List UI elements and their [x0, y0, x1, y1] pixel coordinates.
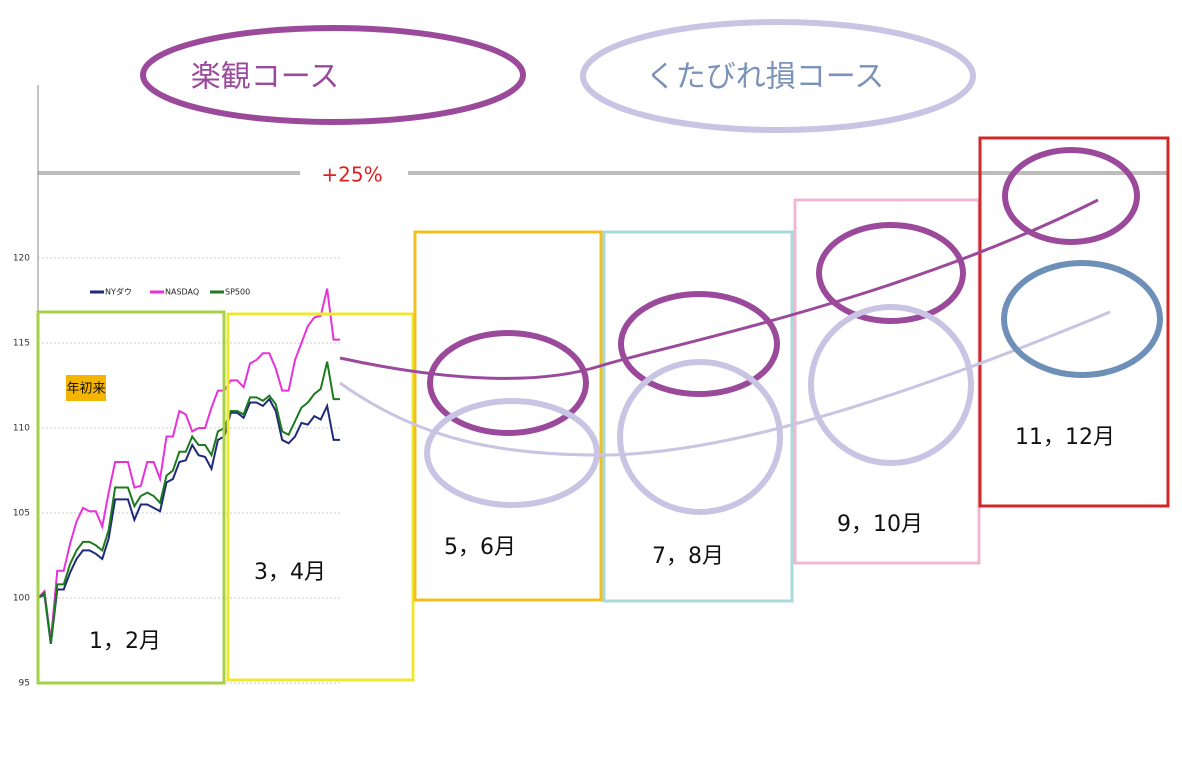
- badge-bg: [66, 375, 106, 401]
- legend-label: NASDAQ: [165, 288, 199, 297]
- period-label: 3，4月: [254, 560, 326, 585]
- period-box: [36, 310, 226, 685]
- course-frame: [580, 19, 976, 133]
- annotations: 年初来 1，2月 3，4月 5，6月 7，8月 9，10月 11，12月: [36, 19, 1170, 685]
- y-tick-label: 120: [13, 254, 30, 264]
- optimistic-circle: [1002, 147, 1140, 245]
- period-label: 5，6月: [444, 535, 516, 560]
- tired-circle: [808, 304, 974, 466]
- y-tick-label: 110: [13, 424, 30, 434]
- period-label: 7，8月: [652, 544, 724, 569]
- target-label: +25%: [321, 163, 382, 187]
- period-label: 11，12月: [1015, 425, 1115, 450]
- y-tick-label: 105: [13, 509, 30, 519]
- optimistic-path: [339, 198, 1099, 380]
- period-box: [978, 136, 1170, 508]
- course-title: 楽観コース: [191, 60, 340, 95]
- series-line: [37, 397, 340, 645]
- period-label: 1，2月: [89, 629, 161, 654]
- course-frame: [140, 25, 526, 125]
- series-line: [37, 288, 340, 641]
- tired-circle: [1001, 260, 1163, 378]
- optimistic-circle: [618, 291, 780, 397]
- course-title: くたびれ損コース: [646, 60, 885, 95]
- series-line: [37, 361, 340, 645]
- badge: 年初来: [66, 382, 105, 397]
- tired-circle: [617, 359, 783, 515]
- y-tick-label: 100: [13, 594, 30, 604]
- optimistic-circle: [427, 330, 589, 436]
- period-label: 9，10月: [837, 512, 923, 537]
- period-box: [602, 230, 794, 603]
- tired-circle: [424, 398, 600, 508]
- optimistic-circle: [816, 222, 966, 324]
- period-box: [413, 230, 603, 602]
- y-tick-label: 115: [13, 339, 30, 349]
- y-tick-label: 95: [19, 679, 30, 689]
- legend-label: SP500: [225, 288, 250, 297]
- legend-label: NYダウ: [105, 287, 132, 297]
- period-box: [226, 312, 415, 682]
